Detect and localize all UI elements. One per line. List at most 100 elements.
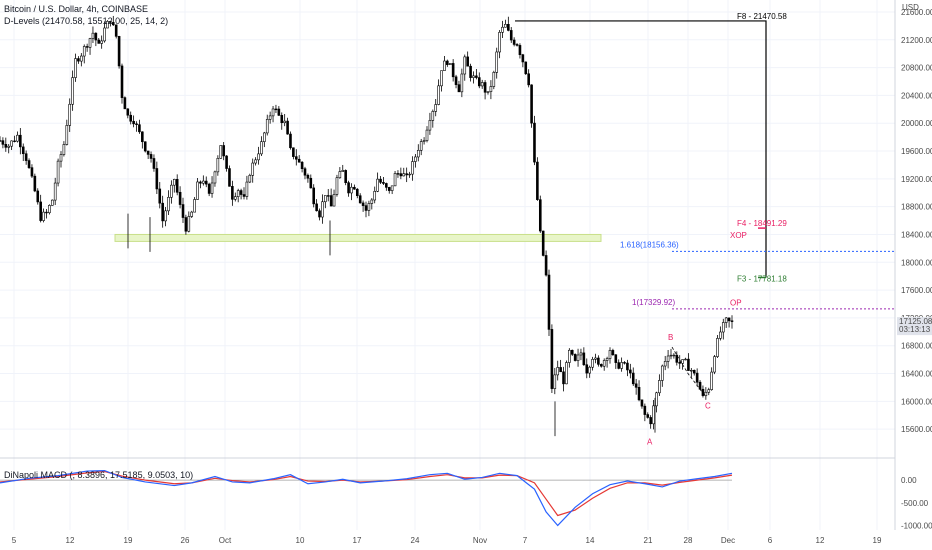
- candle: [684, 357, 687, 361]
- candle: [228, 165, 231, 187]
- candle: [309, 174, 313, 189]
- time-axis[interactable]: 5 12 19 26 Oct 10 17 24 Nov 7 14 21 28 Dec 6 12 19: [12, 536, 882, 545]
- candle: [385, 182, 388, 191]
- bc-dashed-line: [671, 346, 707, 398]
- candle: [71, 70, 74, 111]
- candle: [675, 351, 679, 366]
- candle: [637, 380, 641, 402]
- candle: [143, 141, 147, 153]
- candle: [82, 44, 86, 64]
- candle: [33, 173, 37, 193]
- macd-tick: -1000.00: [901, 521, 932, 530]
- candle: [355, 188, 359, 199]
- candle: [16, 131, 19, 143]
- candle: [286, 117, 289, 135]
- candle: [335, 174, 339, 197]
- candle: [402, 167, 406, 177]
- candle: [164, 207, 167, 227]
- candle: [1, 137, 5, 149]
- candle: [489, 80, 493, 100]
- candle: [570, 349, 574, 356]
- candle: [390, 185, 394, 195]
- candle: [109, 21, 112, 27]
- candle: [30, 164, 34, 178]
- candle: [283, 114, 286, 127]
- candle: [457, 80, 461, 93]
- candle: [483, 80, 487, 100]
- candle: [376, 172, 379, 193]
- candle: [530, 84, 533, 128]
- candle: [0, 136, 2, 142]
- pattern-annotations: XOP OP A B C: [647, 231, 747, 447]
- price-tick: 18800.00: [901, 203, 932, 212]
- candle: [202, 175, 205, 186]
- currency-label: USD: [902, 3, 919, 12]
- candle: [199, 180, 202, 189]
- candle: [469, 63, 472, 82]
- candle: [106, 20, 109, 29]
- candle: [181, 197, 185, 224]
- candle: [495, 47, 499, 79]
- candle: [550, 324, 554, 394]
- candle: [701, 385, 705, 398]
- candle: [434, 98, 438, 117]
- candle: [559, 359, 562, 373]
- candle: [53, 177, 57, 206]
- candle: [498, 30, 501, 59]
- candle: [692, 369, 696, 376]
- candle: [393, 171, 397, 187]
- candle: [146, 150, 150, 159]
- candle: [379, 175, 382, 185]
- candle: [21, 143, 25, 162]
- candle: [100, 35, 103, 49]
- time-tick: 21: [644, 536, 653, 545]
- candle: [538, 195, 542, 233]
- candle: [329, 188, 333, 207]
- candle: [724, 317, 728, 328]
- candle: [585, 358, 589, 379]
- candle: [306, 173, 310, 183]
- candle: [721, 318, 725, 340]
- candle: [167, 190, 170, 215]
- candle: [382, 177, 385, 185]
- candle: [239, 188, 243, 200]
- candle: [184, 214, 188, 235]
- price-tick: 18400.00: [901, 230, 932, 239]
- candle: [91, 26, 95, 44]
- time-tick: 26: [181, 536, 190, 545]
- macd-tick: -500.00: [901, 499, 929, 508]
- candle: [361, 200, 365, 212]
- time-tick: Nov: [473, 536, 487, 545]
- symbol-legend: Bitcoin / U.S. Dollar, 4h, COINBASE: [4, 4, 149, 14]
- candle: [123, 96, 127, 110]
- candle: [196, 178, 199, 200]
- candle: [312, 184, 316, 208]
- candle: [7, 144, 11, 154]
- candle: [315, 199, 318, 212]
- time-tick: 12: [816, 536, 825, 545]
- candle: [120, 63, 124, 104]
- fib-1-label: 1(17329.92): [632, 298, 675, 307]
- candle: [704, 387, 708, 400]
- candle: [59, 151, 63, 168]
- dlevels-legend: D-Levels (21470.58, 15512.00, 25, 14, 2): [4, 16, 169, 26]
- candle: [129, 111, 133, 125]
- point-b-label: B: [668, 333, 673, 342]
- candle: [431, 109, 435, 128]
- candle: [277, 106, 281, 116]
- candle: [135, 121, 138, 132]
- candle: [222, 141, 225, 161]
- f8-level: [515, 20, 767, 278]
- candle: [56, 158, 60, 187]
- price-tick: 15600.00: [901, 425, 932, 434]
- candle: [678, 355, 682, 369]
- candle: [326, 189, 330, 202]
- candle: [161, 195, 164, 228]
- price-tick: 21600.00: [901, 8, 932, 17]
- point-c-label: C: [705, 401, 711, 410]
- candle: [367, 200, 371, 217]
- candle: [594, 353, 597, 364]
- candle: [103, 21, 106, 43]
